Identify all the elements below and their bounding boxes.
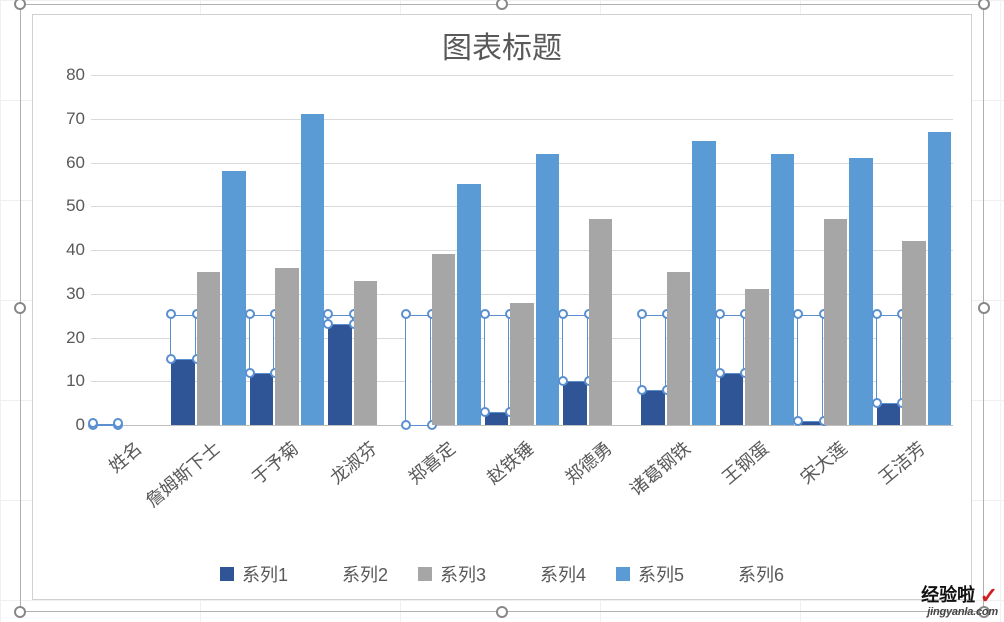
category-group [404,75,482,425]
x-tick-label: 诸葛钢铁 [229,435,696,622]
series-selection-handle[interactable] [480,407,490,417]
y-tick-label: 70 [41,109,85,129]
bar-series-1[interactable] [641,390,665,425]
bar-series-1[interactable] [563,381,587,425]
y-tick-label: 30 [41,284,85,304]
bar-series-3[interactable] [275,268,299,426]
series-selection-handle[interactable] [715,368,725,378]
series-selection-handle[interactable] [245,309,255,319]
category-group [483,75,561,425]
bar-series-1[interactable] [250,373,274,426]
legend-item[interactable]: 系列6 [714,561,784,587]
category-group [718,75,796,425]
y-tick-label: 60 [41,153,85,173]
chart-object[interactable]: 图表标题 01020304050607080 姓名詹姆斯下士于予菊龙淑芬郑喜定赵… [20,4,984,612]
series-selection-handle[interactable] [793,309,803,319]
y-tick-label: 20 [41,328,85,348]
series-selection-handle[interactable] [166,309,176,319]
series-selection-box [249,315,275,374]
legend-swatch [220,567,234,581]
y-tick-label: 80 [41,65,85,85]
series-selection-handle[interactable] [872,309,882,319]
series-selection-box [405,315,431,426]
category-group [169,75,247,425]
bar-series-3[interactable] [510,303,534,426]
bar-series-5[interactable] [301,114,325,425]
x-axis-labels: 姓名詹姆斯下士于予菊龙淑芬郑喜定赵铁锤郑德勇诸葛钢铁王钢蛋宋大莲王洁芳 [91,427,953,537]
series-selection-handle[interactable] [558,309,568,319]
legend-item[interactable]: 系列3 [418,561,486,587]
watermark: 经验啦 ✓ jingyanla.com [921,585,998,618]
chart-area[interactable]: 图表标题 01020304050607080 姓名詹姆斯下士于予菊龙淑芬郑喜定赵… [32,14,972,600]
plot-area[interactable]: 01020304050607080 [91,75,953,425]
bar-series-5[interactable] [692,141,716,425]
bar-series-5[interactable] [771,154,795,425]
bar-series-3[interactable] [197,272,221,425]
bar-series-3[interactable] [589,219,613,425]
series-selection-handle[interactable] [480,309,490,319]
series-selection-box [170,315,196,361]
bar-series-5[interactable] [222,171,246,425]
bar-series-3[interactable] [745,289,769,425]
y-tick-label: 50 [41,196,85,216]
y-tick-label: 40 [41,240,85,260]
bar-series-5[interactable] [849,158,873,425]
bar-series-5[interactable] [536,154,560,425]
category-group [796,75,874,425]
series-selection-handle[interactable] [872,398,882,408]
legend-item[interactable]: 系列1 [220,561,288,587]
series-selection-box [640,315,666,391]
y-tick-label: 0 [41,415,85,435]
series-selection-handle[interactable] [637,385,647,395]
series-selection-box [719,315,745,374]
bar-series-3[interactable] [902,241,926,425]
series-selection-handle[interactable] [245,368,255,378]
bar-series-3[interactable] [432,254,456,425]
legend-label: 系列2 [342,561,388,587]
legend-swatch [318,566,334,582]
category-group [640,75,718,425]
bar-series-3[interactable] [354,281,378,425]
legend-swatch [516,566,532,582]
legend-label: 系列5 [638,561,684,587]
series-selection-handle[interactable] [715,309,725,319]
watermark-check-icon: ✓ [980,583,998,608]
series-selection-box [484,315,510,413]
series-selection-box [797,315,823,422]
bar-series-3[interactable] [824,219,848,425]
category-group [561,75,639,425]
legend-label: 系列4 [540,561,586,587]
legend-label: 系列1 [242,561,288,587]
bar-series-1[interactable] [328,324,352,425]
legend-label: 系列3 [440,561,486,587]
series-selection-handle[interactable] [793,416,803,426]
category-group [326,75,404,425]
bar-series-1[interactable] [171,359,195,425]
chart-title[interactable]: 图表标题 [33,15,971,71]
series-selection-handle[interactable] [323,309,333,319]
legend-item[interactable]: 系列2 [318,561,388,587]
bar-series-3[interactable] [667,272,691,425]
legend-swatch [616,567,630,581]
x-tick-label: 姓名 [100,435,147,480]
category-group [248,75,326,425]
category-group [875,75,953,425]
legend-item[interactable]: 系列4 [516,561,586,587]
legend-swatch [714,566,730,582]
bar-series-5[interactable] [928,132,952,425]
legend-item[interactable]: 系列5 [616,561,684,587]
legend-label: 系列6 [738,561,784,587]
legend-swatch [418,567,432,581]
watermark-url: jingyanla.com [921,607,998,618]
series-selection-box [562,315,588,383]
legend[interactable]: 系列1 系列2 系列3 系列4 系列5 系列6 [33,561,971,587]
y-tick-label: 10 [41,371,85,391]
category-group [91,75,169,425]
bar-series-1[interactable] [720,373,744,426]
watermark-text: 经验啦 [921,585,975,605]
series-selection-box [876,315,902,405]
series-selection-handle[interactable] [637,309,647,319]
bar-series-5[interactable] [457,184,481,425]
